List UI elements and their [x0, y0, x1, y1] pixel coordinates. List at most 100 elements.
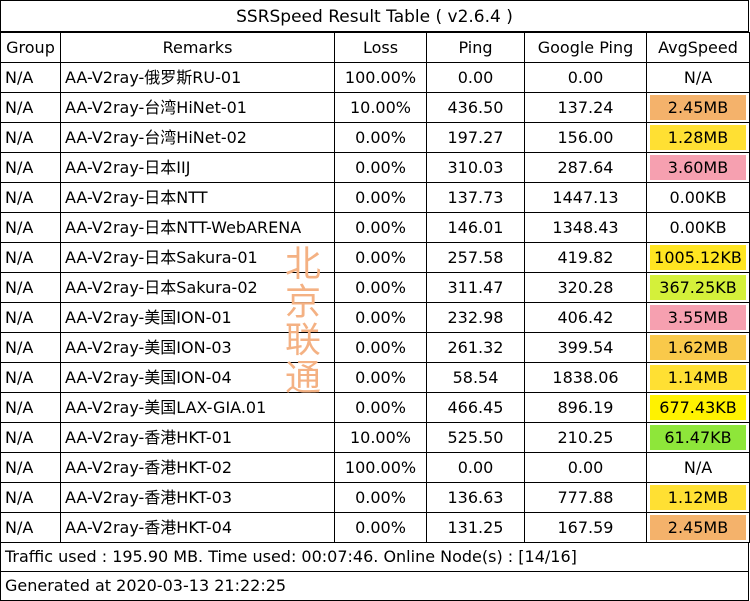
cell-group: N/A — [0, 392, 61, 423]
cell-loss: 100.00% — [334, 452, 427, 483]
avgspeed-value: 1.28MB — [650, 125, 746, 150]
cell-google-ping: 0.00 — [524, 62, 647, 93]
avgspeed-value: 2.45MB — [650, 515, 746, 540]
table-row: N/A AA-V2ray-美国ION-04 0.00% 58.54 1838.06 1.1… — [0, 362, 750, 393]
cell-group: N/A — [0, 332, 61, 363]
cell-remarks: AA-V2ray-日本Sakura-01 — [60, 242, 335, 273]
cell-ping: 137.73 — [426, 182, 525, 213]
cell-avgspeed: 2.45MB — [646, 512, 750, 543]
cell-loss: 10.00% — [334, 422, 427, 453]
table-row: N/A AA-V2ray-香港HKT-02 100.00% 0.00 0.00 N/A — [0, 452, 750, 483]
header-google-ping: Google Ping — [524, 32, 647, 63]
header-ping: Ping — [426, 32, 525, 63]
cell-avgspeed: 61.47KB — [646, 422, 750, 453]
cell-group: N/A — [0, 482, 61, 513]
cell-google-ping: 167.59 — [524, 512, 647, 543]
cell-ping: 146.01 — [426, 212, 525, 243]
avgspeed-value: 0.00KB — [669, 218, 727, 237]
cell-avgspeed: 1.14MB — [646, 362, 750, 393]
watermark-char: 京 — [284, 282, 321, 323]
cell-avgspeed: 3.60MB — [646, 152, 750, 183]
cell-google-ping: 210.25 — [524, 422, 647, 453]
avgspeed-value: 2.45MB — [650, 95, 746, 120]
cell-ping: 257.58 — [426, 242, 525, 273]
cell-group: N/A — [0, 272, 61, 303]
cell-group: N/A — [0, 242, 61, 273]
avgspeed-value: 61.47KB — [650, 425, 746, 450]
table-row: N/A AA-V2ray-香港HKT-01 10.00% 525.50 210.25 61… — [0, 422, 750, 453]
generated-timestamp: Generated at 2020-03-13 21:22:25 — [0, 571, 749, 601]
table-row: N/A AA-V2ray-香港HKT-04 0.00% 131.25 167.59 2.4… — [0, 512, 750, 543]
cell-avgspeed: 1005.12KB — [646, 242, 750, 273]
cell-group: N/A — [0, 152, 61, 183]
cell-group: N/A — [0, 182, 61, 213]
result-table: Group Remarks Loss Ping Google Ping AvgS… — [0, 32, 750, 543]
cell-remarks: AA-V2ray-俄罗斯RU-01 — [60, 62, 335, 93]
cell-avgspeed: 0.00KB — [646, 182, 750, 213]
cell-group: N/A — [0, 212, 61, 243]
cell-google-ping: 287.64 — [524, 152, 647, 183]
cell-google-ping: 777.88 — [524, 482, 647, 513]
cell-remarks: AA-V2ray-日本NTT — [60, 182, 335, 213]
table-row: N/A AA-V2ray-美国ION-01 0.00% 232.98 406.42 3.5… — [0, 302, 750, 333]
table-row: N/A AA-V2ray-香港HKT-03 0.00% 136.63 777.88 1.1… — [0, 482, 750, 513]
cell-loss: 0.00% — [334, 242, 427, 273]
cell-loss: 100.00% — [334, 62, 427, 93]
watermark-char: 通 — [284, 358, 321, 399]
cell-avgspeed: 1.28MB — [646, 122, 750, 153]
cell-google-ping: 320.28 — [524, 272, 647, 303]
cell-google-ping: 0.00 — [524, 452, 647, 483]
cell-ping: 0.00 — [426, 62, 525, 93]
cell-group: N/A — [0, 452, 61, 483]
cell-loss: 0.00% — [334, 332, 427, 363]
cell-loss: 0.00% — [334, 272, 427, 303]
cell-ping: 58.54 — [426, 362, 525, 393]
cell-loss: 0.00% — [334, 122, 427, 153]
cell-avgspeed: 367.25KB — [646, 272, 750, 303]
cell-loss: 10.00% — [334, 92, 427, 123]
cell-avgspeed: N/A — [646, 452, 750, 483]
cell-group: N/A — [0, 122, 61, 153]
table-row: N/A AA-V2ray-日本IIJ 0.00% 310.03 287.64 3.60MB — [0, 152, 750, 183]
cell-google-ping: 156.00 — [524, 122, 647, 153]
cell-ping: 436.50 — [426, 92, 525, 123]
cell-google-ping: 1838.06 — [524, 362, 647, 393]
cell-google-ping: 896.19 — [524, 392, 647, 423]
cell-remarks: AA-V2ray-香港HKT-01 — [60, 422, 335, 453]
avgspeed-value: N/A — [683, 458, 713, 477]
cell-group: N/A — [0, 422, 61, 453]
table-row: N/A AA-V2ray-台湾HiNet-02 0.00% 197.27 156.00 1… — [0, 122, 750, 153]
cell-ping: 525.50 — [426, 422, 525, 453]
header-loss: Loss — [334, 32, 427, 63]
cell-google-ping: 1348.43 — [524, 212, 647, 243]
avgspeed-value: 1.62MB — [650, 335, 746, 360]
cell-ping: 311.47 — [426, 272, 525, 303]
cell-loss: 0.00% — [334, 182, 427, 213]
table-row: N/A AA-V2ray-日本Sakura-01 0.00% 257.58 419.82… — [0, 242, 750, 273]
cell-loss: 0.00% — [334, 212, 427, 243]
cell-ping: 466.45 — [426, 392, 525, 423]
header-remarks: Remarks — [60, 32, 335, 63]
cell-loss: 0.00% — [334, 512, 427, 543]
cell-loss: 0.00% — [334, 362, 427, 393]
cell-ping: 0.00 — [426, 452, 525, 483]
cell-google-ping: 406.42 — [524, 302, 647, 333]
cell-ping: 136.63 — [426, 482, 525, 513]
cell-loss: 0.00% — [334, 302, 427, 333]
cell-loss: 0.00% — [334, 152, 427, 183]
cell-ping: 197.27 — [426, 122, 525, 153]
cell-group: N/A — [0, 92, 61, 123]
cell-loss: 0.00% — [334, 392, 427, 423]
cell-remarks: AA-V2ray-日本NTT-WebARENA — [60, 212, 335, 243]
cell-ping: 310.03 — [426, 152, 525, 183]
watermark-char: 联 — [284, 320, 321, 361]
cell-avgspeed: 1.62MB — [646, 332, 750, 363]
avgspeed-value: 677.43KB — [650, 395, 746, 420]
avgspeed-value: 1.14MB — [650, 365, 746, 390]
cell-ping: 131.25 — [426, 512, 525, 543]
cell-remarks: AA-V2ray-日本Sakura-02 — [60, 272, 335, 303]
cell-avgspeed: 2.45MB — [646, 92, 750, 123]
cell-remarks: AA-V2ray-香港HKT-03 — [60, 482, 335, 513]
table-row: N/A AA-V2ray-台湾HiNet-01 10.00% 436.50 137.24… — [0, 92, 750, 123]
